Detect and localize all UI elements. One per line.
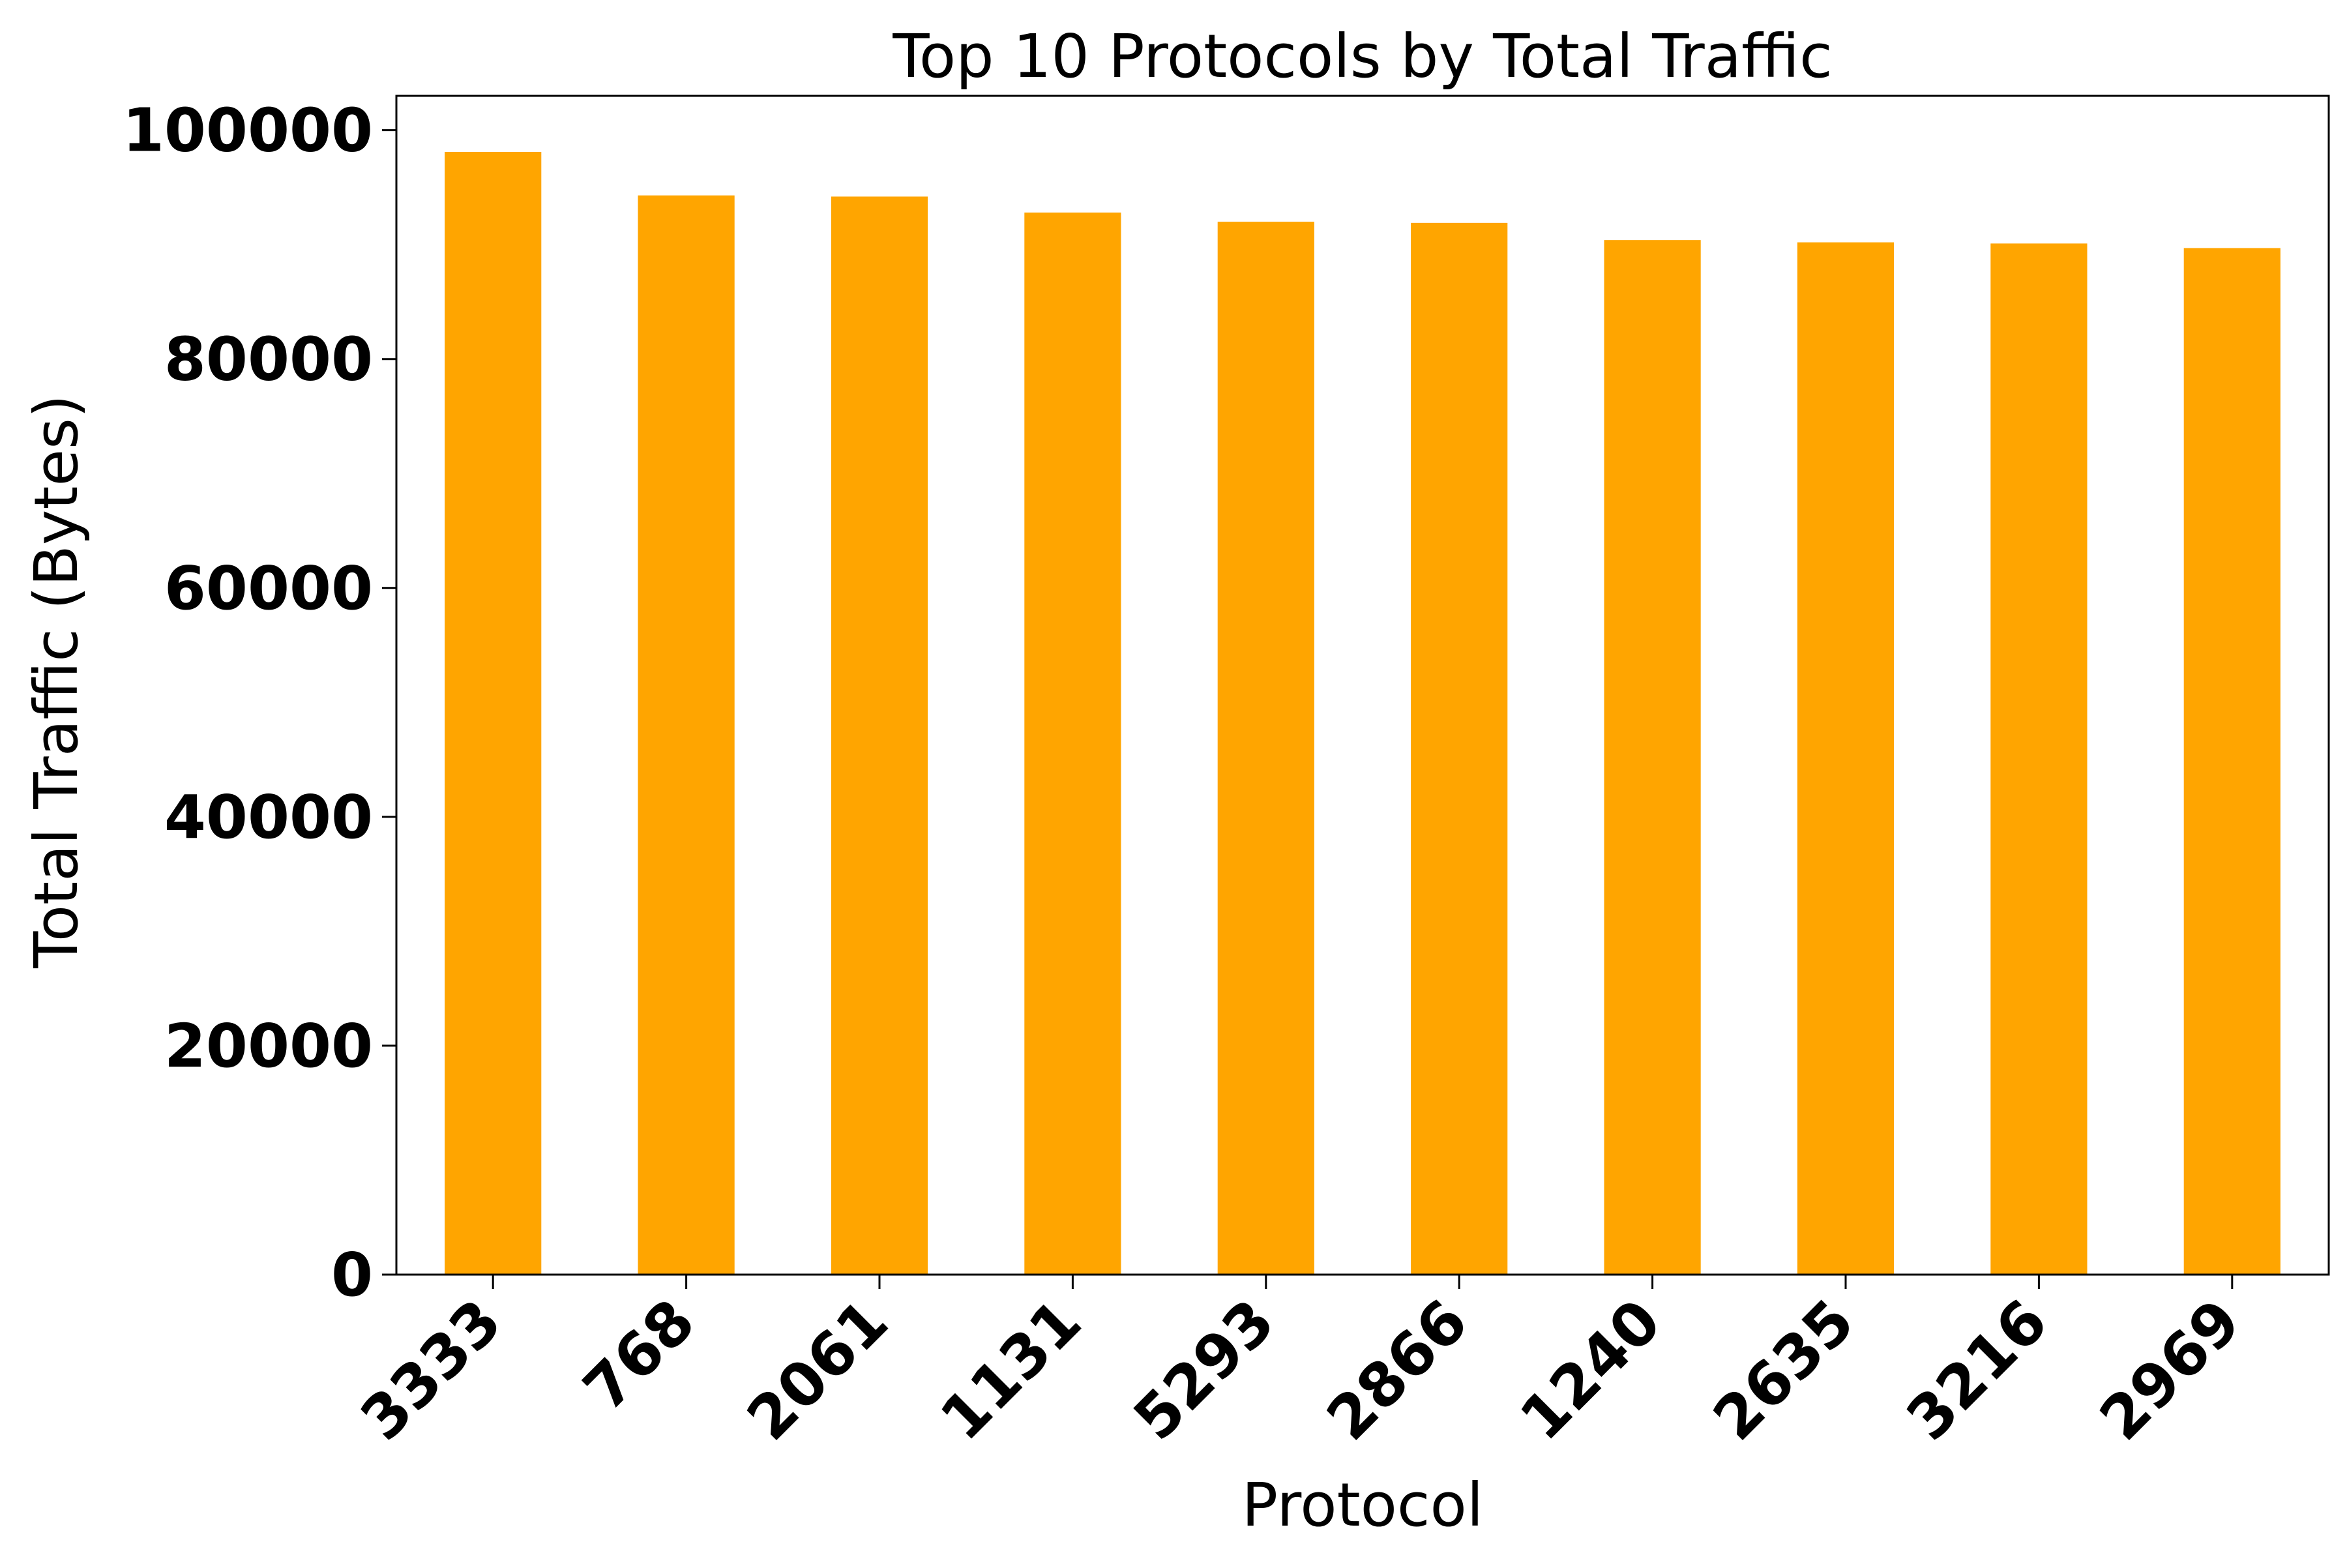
chart-title: Top 10 Protocols by Total Traffic bbox=[892, 22, 1832, 91]
y-tick-label: 60000 bbox=[164, 554, 373, 623]
plot-frame bbox=[395, 95, 2330, 1276]
y-axis-label: Total Traffic (Bytes) bbox=[22, 394, 91, 969]
y-tick-label: 100000 bbox=[123, 96, 373, 166]
y-tick-label: 0 bbox=[331, 1240, 373, 1310]
x-axis-label: Protocol bbox=[1242, 1470, 1484, 1540]
bar-5293 bbox=[1217, 222, 1314, 1275]
bar-2969 bbox=[2183, 248, 2281, 1275]
bar-2866 bbox=[1411, 222, 1508, 1275]
y-tick-label: 40000 bbox=[164, 782, 373, 852]
bar-1240 bbox=[1604, 240, 1701, 1275]
bar-2061 bbox=[831, 196, 928, 1275]
bar-768 bbox=[638, 195, 735, 1275]
bar-2635 bbox=[1797, 242, 1895, 1275]
bar-1131 bbox=[1024, 213, 1121, 1275]
y-tick-label: 80000 bbox=[164, 325, 373, 394]
bar-3333 bbox=[445, 152, 542, 1275]
bar-3216 bbox=[1990, 243, 2088, 1275]
y-tick-label: 20000 bbox=[164, 1011, 373, 1081]
